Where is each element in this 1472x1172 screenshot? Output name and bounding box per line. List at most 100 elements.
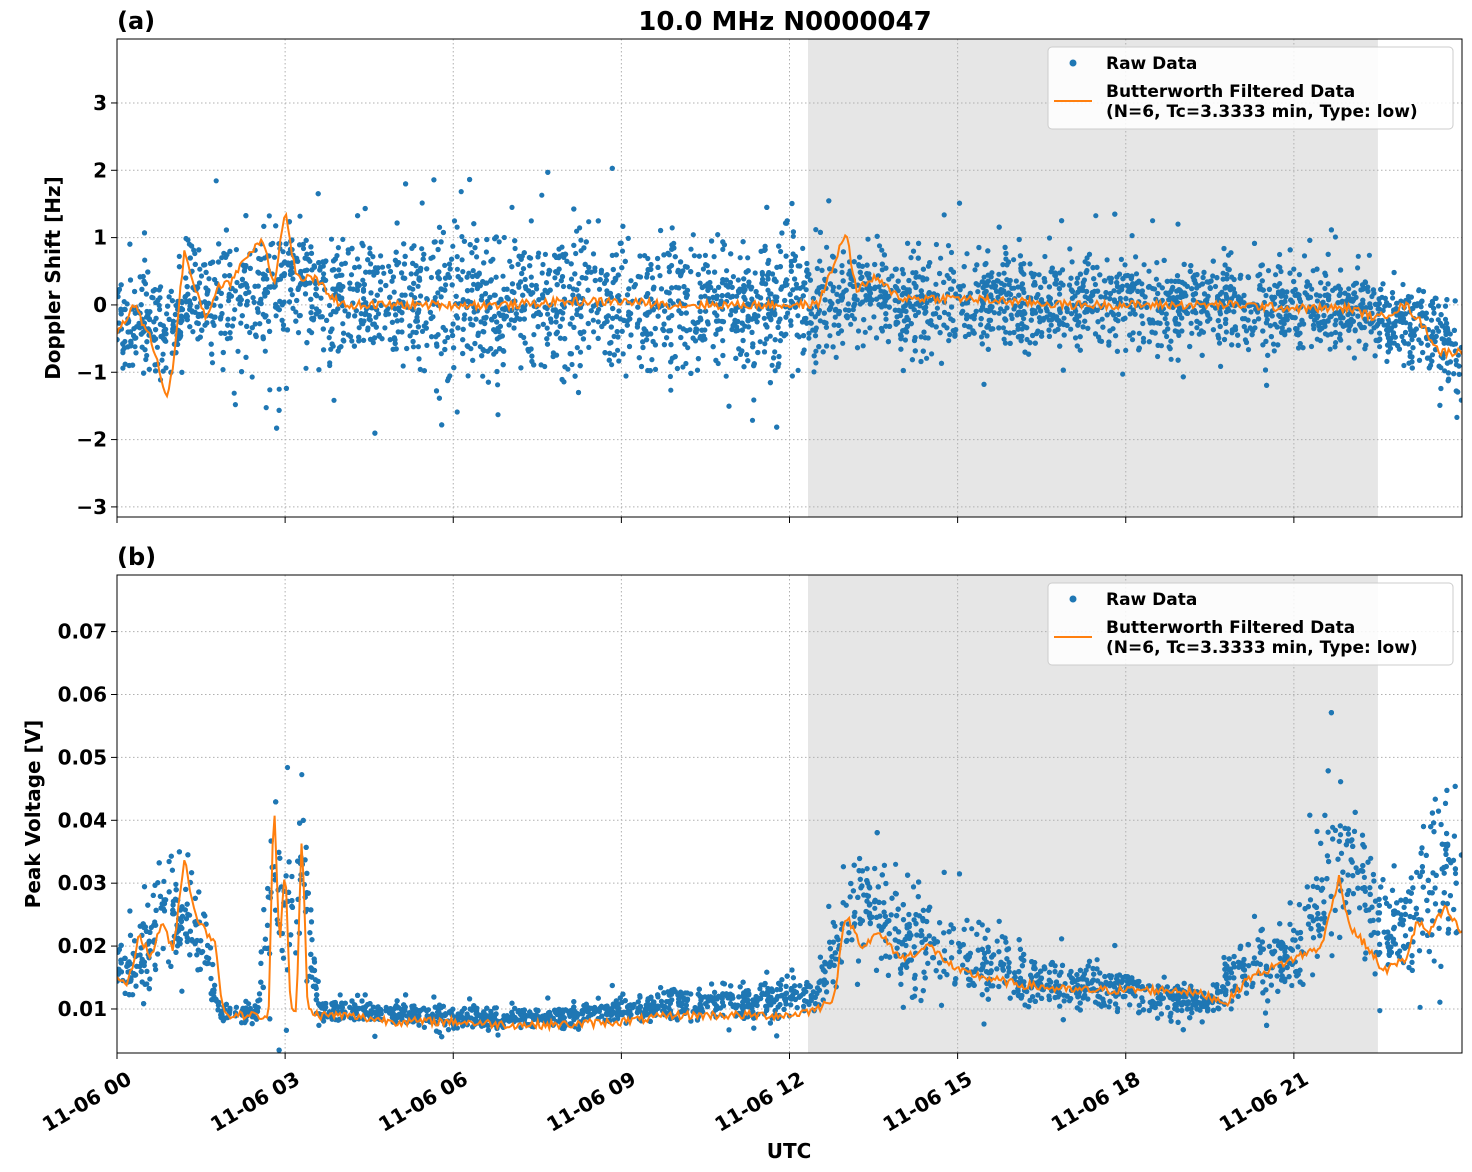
raw-data-point — [117, 294, 121, 300]
raw-data-point — [1095, 319, 1101, 325]
raw-data-point — [936, 314, 943, 320]
raw-data-point — [283, 241, 289, 247]
raw-data-point — [226, 273, 233, 279]
raw-data-point — [772, 368, 778, 374]
raw-data-point — [1324, 292, 1330, 298]
raw-data-point — [479, 353, 485, 359]
raw-data-point — [1224, 276, 1230, 282]
raw-data-point — [500, 348, 506, 354]
raw-data-point — [226, 291, 232, 297]
raw-data-point — [202, 262, 208, 268]
raw-data-point — [258, 256, 264, 262]
raw-data-point — [981, 290, 988, 296]
raw-data-point — [450, 243, 456, 249]
raw-data-point — [859, 287, 865, 293]
raw-data-point — [688, 370, 694, 376]
raw-data-point — [1309, 286, 1315, 292]
raw-data-point — [860, 343, 866, 349]
raw-data-point — [864, 262, 870, 268]
raw-data-point — [751, 397, 757, 403]
raw-data-point — [1231, 276, 1237, 283]
raw-data-point — [595, 218, 601, 224]
raw-data-point — [492, 313, 498, 319]
raw-data-point — [616, 293, 622, 299]
raw-data-point — [423, 325, 429, 331]
raw-data-point — [401, 241, 407, 247]
raw-data-point — [1107, 291, 1113, 297]
raw-data-point — [329, 341, 335, 347]
raw-data-point — [557, 308, 564, 315]
raw-data-point — [1133, 271, 1140, 277]
raw-data-point — [400, 363, 406, 369]
raw-data-point — [373, 324, 379, 330]
raw-data-point — [688, 269, 694, 275]
raw-data-point — [172, 311, 178, 318]
raw-data-point — [557, 335, 564, 341]
raw-data-point — [442, 275, 449, 281]
raw-data-point — [339, 284, 345, 290]
raw-data-point — [990, 326, 996, 332]
raw-data-point — [1188, 263, 1194, 269]
raw-data-point — [553, 319, 559, 325]
raw-data-point — [427, 309, 433, 315]
raw-data-point — [876, 284, 882, 290]
raw-data-point — [219, 255, 225, 261]
raw-data-point — [576, 280, 582, 287]
raw-data-point — [389, 319, 395, 325]
raw-data-point — [795, 313, 801, 319]
raw-data-point — [454, 254, 460, 260]
raw-data-point — [1001, 282, 1008, 288]
raw-data-point — [622, 258, 628, 264]
raw-data-point — [1002, 244, 1008, 250]
raw-data-point — [1223, 284, 1229, 290]
raw-data-point — [771, 276, 778, 282]
raw-data-point — [327, 362, 333, 369]
raw-data-point — [947, 332, 953, 338]
raw-data-point — [414, 310, 421, 316]
raw-data-point — [661, 252, 667, 258]
raw-data-point — [1011, 257, 1017, 263]
raw-data-point — [1447, 359, 1453, 365]
raw-data-point — [1004, 305, 1010, 311]
raw-data-point — [723, 282, 729, 288]
raw-data-point — [540, 261, 546, 268]
raw-data-point — [399, 329, 405, 335]
raw-data-point — [1118, 256, 1124, 262]
raw-data-point — [1328, 331, 1334, 337]
raw-data-point — [312, 280, 319, 286]
raw-data-point — [465, 373, 471, 379]
raw-data-point — [690, 232, 696, 238]
raw-data-point — [985, 272, 991, 278]
raw-data-point — [867, 301, 873, 307]
raw-data-point — [788, 322, 794, 328]
raw-data-point — [522, 284, 529, 290]
raw-data-point — [152, 362, 158, 368]
raw-data-point — [1168, 338, 1174, 344]
raw-data-point — [378, 253, 384, 259]
raw-data-point — [1351, 290, 1358, 296]
raw-data-point — [1085, 261, 1091, 267]
raw-data-point — [615, 334, 621, 340]
raw-data-point — [1431, 310, 1437, 316]
raw-data-point — [1301, 253, 1308, 259]
raw-data-point — [117, 286, 122, 293]
raw-data-point — [261, 223, 267, 229]
raw-data-point — [1167, 295, 1174, 301]
raw-data-point — [1069, 288, 1076, 294]
raw-data-point — [1409, 354, 1415, 360]
raw-data-point — [263, 405, 269, 411]
raw-data-point — [1017, 333, 1023, 340]
raw-data-point — [1021, 316, 1027, 322]
raw-data-point — [1250, 328, 1256, 334]
raw-data-point — [1384, 300, 1390, 306]
raw-data-point — [772, 349, 778, 355]
raw-data-point — [159, 357, 165, 363]
raw-data-point — [222, 330, 228, 336]
raw-data-point — [904, 323, 911, 329]
raw-data-point — [227, 330, 233, 336]
raw-data-point — [1072, 335, 1079, 341]
raw-data-point — [779, 230, 785, 236]
raw-data-point — [1418, 340, 1424, 346]
raw-data-point — [778, 248, 784, 255]
raw-data-point — [1291, 278, 1297, 285]
